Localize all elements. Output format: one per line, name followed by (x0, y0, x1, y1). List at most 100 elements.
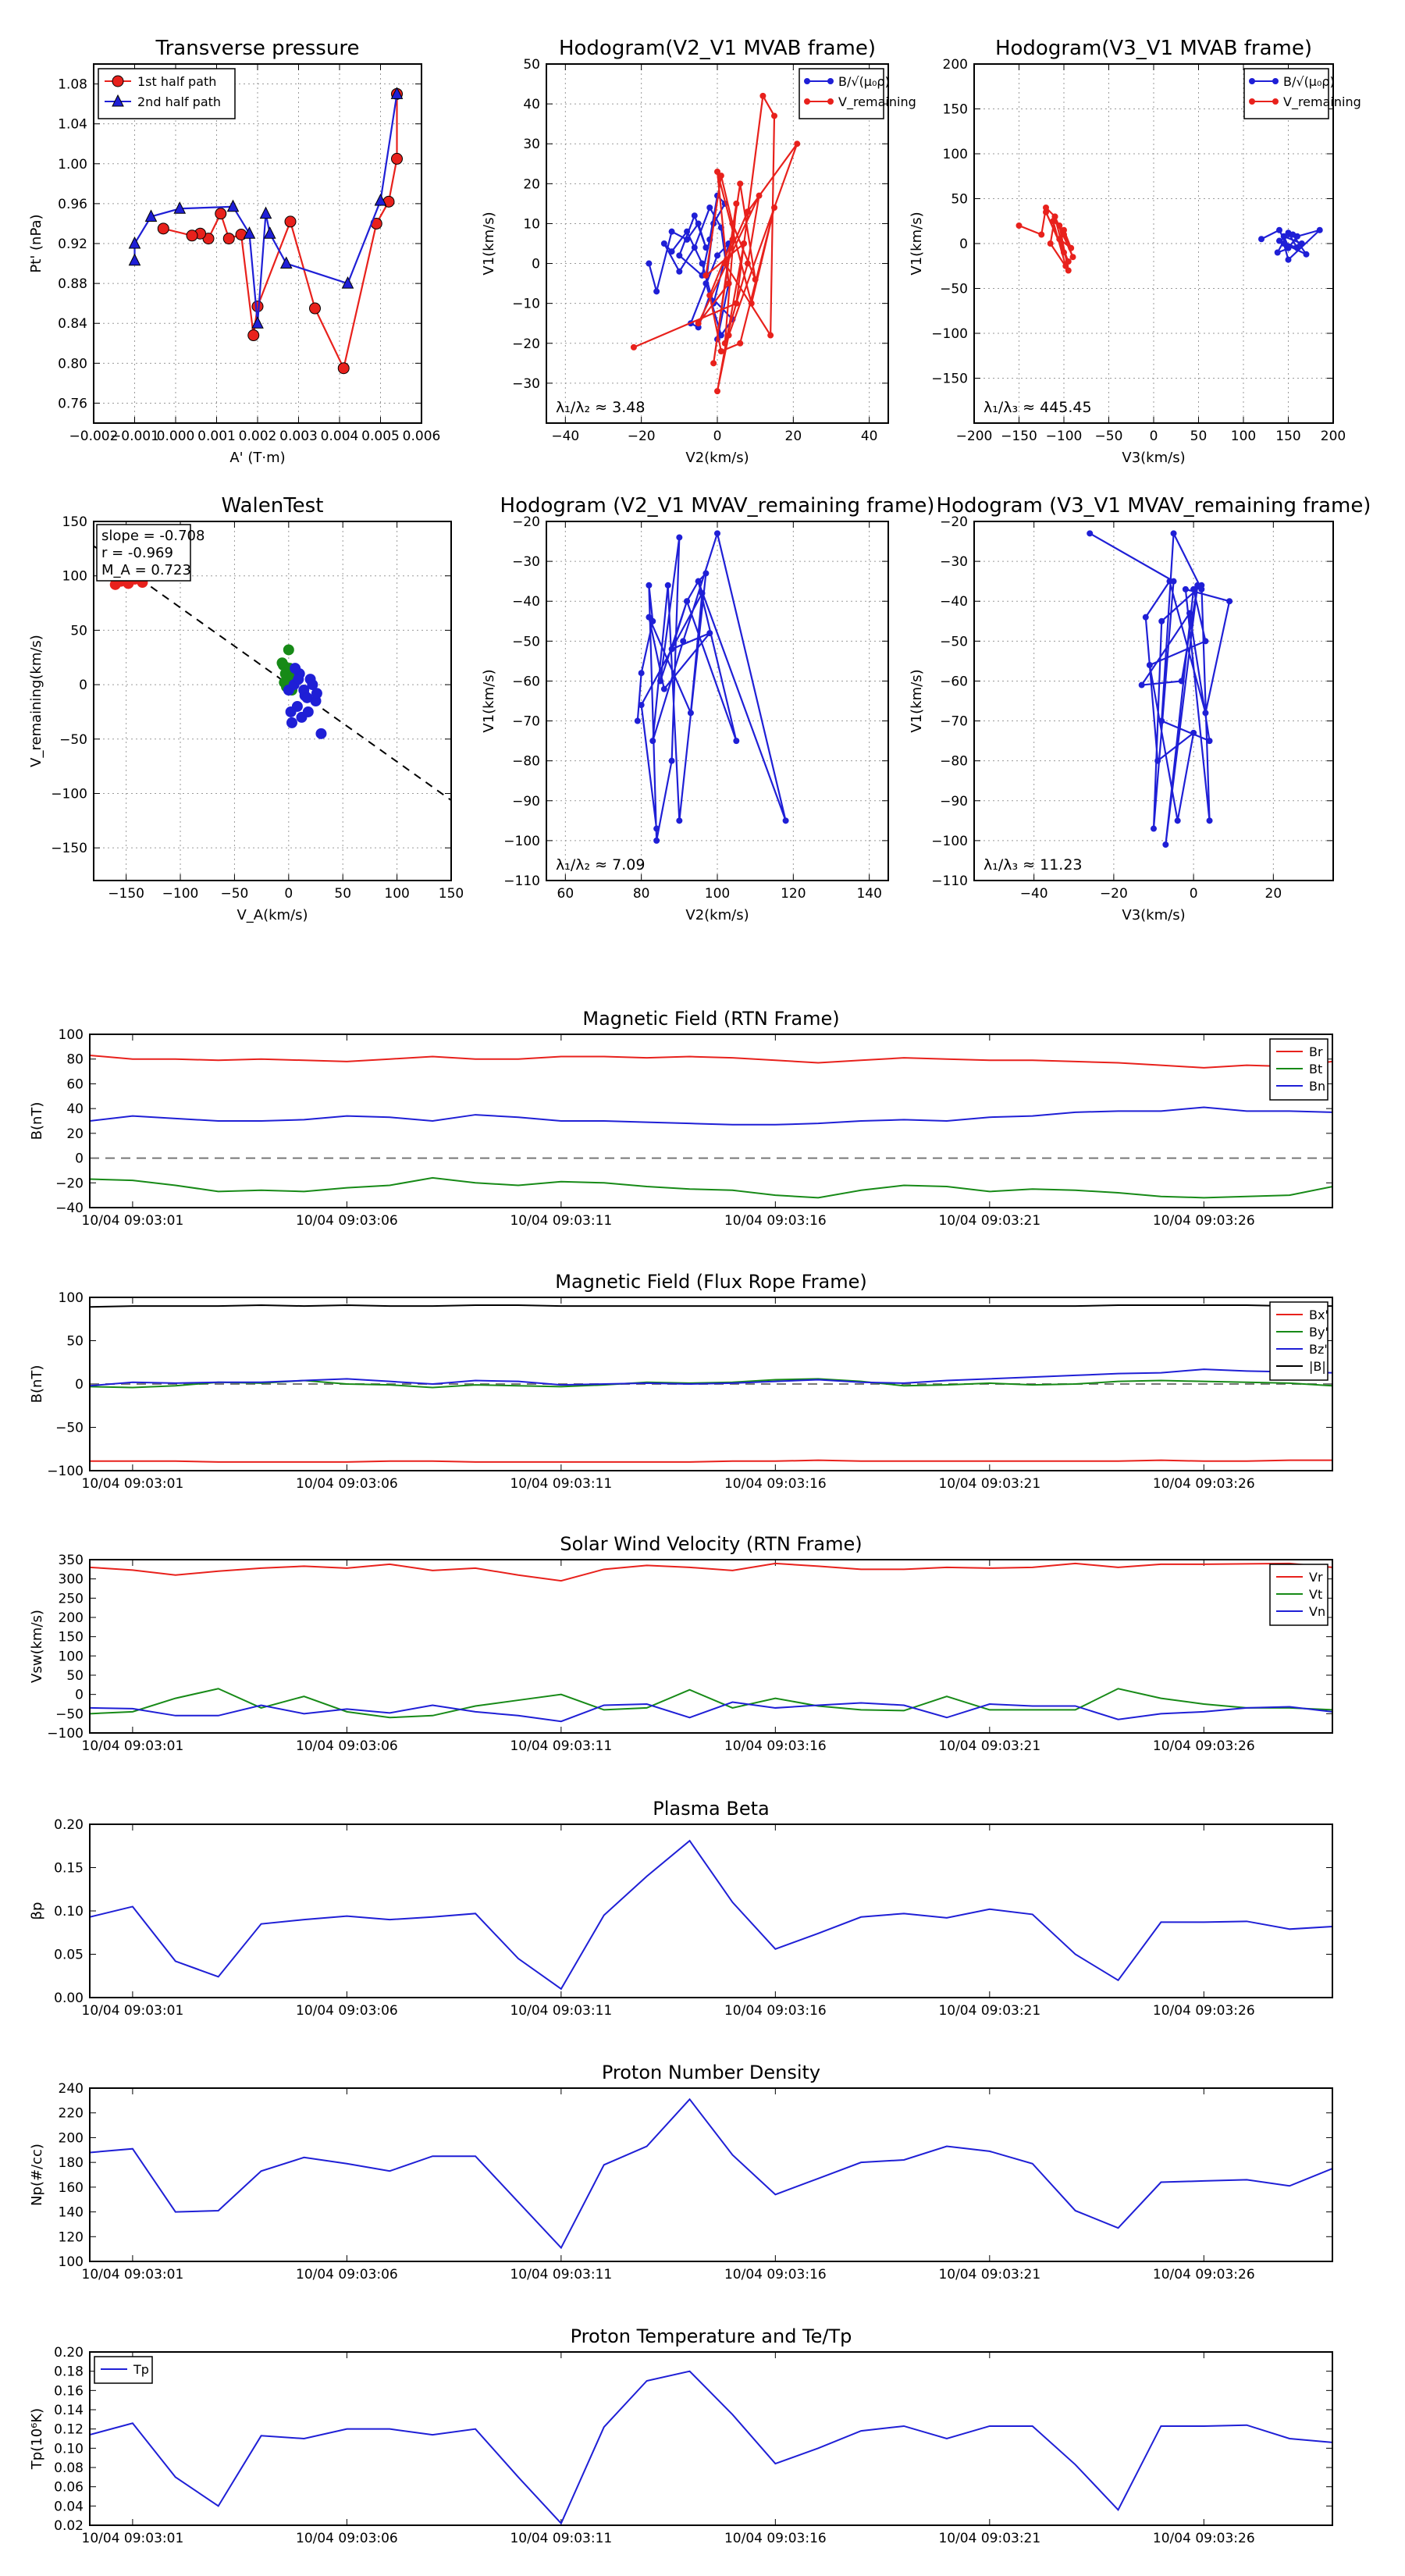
y-tick-label: 0.76 (58, 396, 87, 411)
data-point (128, 236, 141, 249)
x-tick-label: 140 (856, 886, 881, 902)
x-tick-label: 10/04 09:03:06 (296, 1738, 398, 1754)
x-tick-label: 100 (705, 886, 730, 902)
data-point (638, 702, 645, 709)
data-point (721, 340, 728, 347)
legend-label: Vn (1309, 1604, 1325, 1619)
chart-title: Hodogram(V3_V1 MVAB frame) (995, 37, 1312, 60)
x-tick-label: 0.005 (361, 429, 400, 444)
data-point (1038, 231, 1045, 238)
x-tick-label: −50 (220, 886, 248, 902)
x-tick-label: 0.003 (279, 429, 318, 444)
data-point (646, 260, 653, 267)
legend-marker (112, 75, 124, 87)
data-point (706, 630, 713, 637)
chart-hodogram-v3-v1-mvab: Hodogram(V3_V1 MVAB frame) −200 −150 −100 −5… (909, 37, 1361, 466)
data-point (756, 192, 763, 199)
y-tick-label: −90 (940, 794, 968, 809)
y-tick-label: 100 (59, 1290, 84, 1306)
data-point (1298, 240, 1305, 247)
legend-marker (827, 98, 834, 105)
series-line-Vn (90, 1701, 1332, 1723)
data-point (1285, 243, 1292, 250)
y-tick-label: −110 (931, 873, 968, 889)
y-tick-label: −110 (503, 873, 540, 889)
x-axis-label: V3(km/s) (1122, 450, 1185, 466)
x-tick-label: −20 (628, 429, 656, 444)
data-point (638, 670, 645, 677)
y-tick-label: 100 (59, 1027, 84, 1043)
y-tick-label: 0.80 (58, 356, 87, 372)
data-point (684, 228, 691, 235)
y-tick-label: −150 (931, 372, 968, 387)
y-axis-label: Vsw(km/s) (29, 1610, 45, 1683)
data-point (714, 252, 720, 259)
data-point (226, 199, 240, 212)
y-tick-label: 1.00 (58, 157, 87, 173)
y-tick-label: 0.16 (54, 2383, 84, 2399)
x-tick-label: 100 (384, 886, 409, 902)
y-tick-label: 200 (59, 2130, 84, 2146)
y-tick-label: −30 (512, 376, 540, 392)
x-tick-label: 0.001 (197, 429, 236, 444)
legend-marker (112, 94, 124, 107)
data-point (302, 706, 314, 717)
y-axis-label: βp (29, 1902, 45, 1920)
data-point (290, 663, 301, 674)
y-tick-label: 80 (66, 1052, 84, 1068)
data-point (676, 534, 683, 541)
legend-label: Br (1309, 1044, 1323, 1059)
series-line-Np (90, 2097, 1332, 2250)
chart-title: Transverse pressure (155, 37, 360, 60)
y-tick-label: 0.10 (54, 2441, 84, 2457)
data-point (1194, 582, 1201, 589)
data-point (771, 112, 777, 119)
series-line-V_remaining (633, 93, 799, 392)
data-point (691, 244, 698, 251)
x-tick-label: 0 (1150, 429, 1158, 444)
chart-title: Magnetic Field (RTN Frame) (582, 1008, 839, 1030)
x-tick-label: 10/04 09:03:26 (1153, 2531, 1255, 2546)
data-point (1258, 236, 1264, 243)
x-axis-label: V2(km/s) (685, 450, 749, 466)
legend: Vr Vt Vn (1269, 1564, 1329, 1626)
data-point (717, 173, 724, 180)
x-tick-label: 10/04 09:03:16 (724, 1738, 827, 1754)
y-tick-label: 1.04 (58, 117, 87, 133)
chart-solar-wind-velocity: Solar Wind Velocity (RTN Frame) 10/04 09:… (29, 1533, 1333, 1754)
chart-proton-number-density: Proton Number Density 10/04 09:03:01 10/04… (29, 2062, 1333, 2282)
x-tick-label: 10/04 09:03:16 (724, 1213, 827, 1229)
legend-label: Tp (133, 2362, 149, 2377)
x-tick-label: 10/04 09:03:06 (296, 1213, 398, 1229)
data-point (293, 674, 304, 685)
y-tick-label: −100 (931, 326, 968, 342)
ratio-annotation: λ₁/λ₂ ≈ 7.09 (556, 856, 645, 873)
data-point (1198, 585, 1205, 592)
y-axis-label: B(nT) (29, 1365, 45, 1404)
x-tick-label: 10/04 09:03:16 (724, 2267, 827, 2282)
y-tick-label: −50 (940, 282, 968, 297)
x-tick-label: 10/04 09:03:21 (938, 2267, 1040, 2282)
axes-frame (89, 1823, 1333, 1998)
x-tick-label: 100 (1231, 429, 1256, 444)
legend-label: Bz' (1309, 1342, 1328, 1357)
ratio-annotation: λ₁/λ₃ ≈ 11.23 (984, 856, 1083, 873)
data-point (721, 260, 728, 267)
x-tick-label: −50 (1095, 429, 1123, 444)
data-point (1316, 226, 1323, 233)
x-tick-label: 10/04 09:03:11 (510, 1213, 612, 1229)
data-point (1061, 226, 1067, 233)
data-point (1186, 610, 1193, 617)
y-tick-label: 50 (66, 1334, 84, 1350)
data-point (744, 208, 751, 215)
plot-area (90, 2097, 1332, 2250)
x-tick-label: 10/04 09:03:11 (510, 2267, 612, 2282)
data-point (668, 248, 675, 255)
x-tick-label: 50 (334, 886, 351, 902)
y-tick-label: 0.05 (54, 1948, 84, 1963)
data-point (733, 738, 740, 745)
data-point (263, 226, 276, 239)
y-tick-label: −40 (512, 594, 540, 610)
data-point (286, 717, 297, 728)
x-tick-label: 0 (1190, 886, 1198, 902)
